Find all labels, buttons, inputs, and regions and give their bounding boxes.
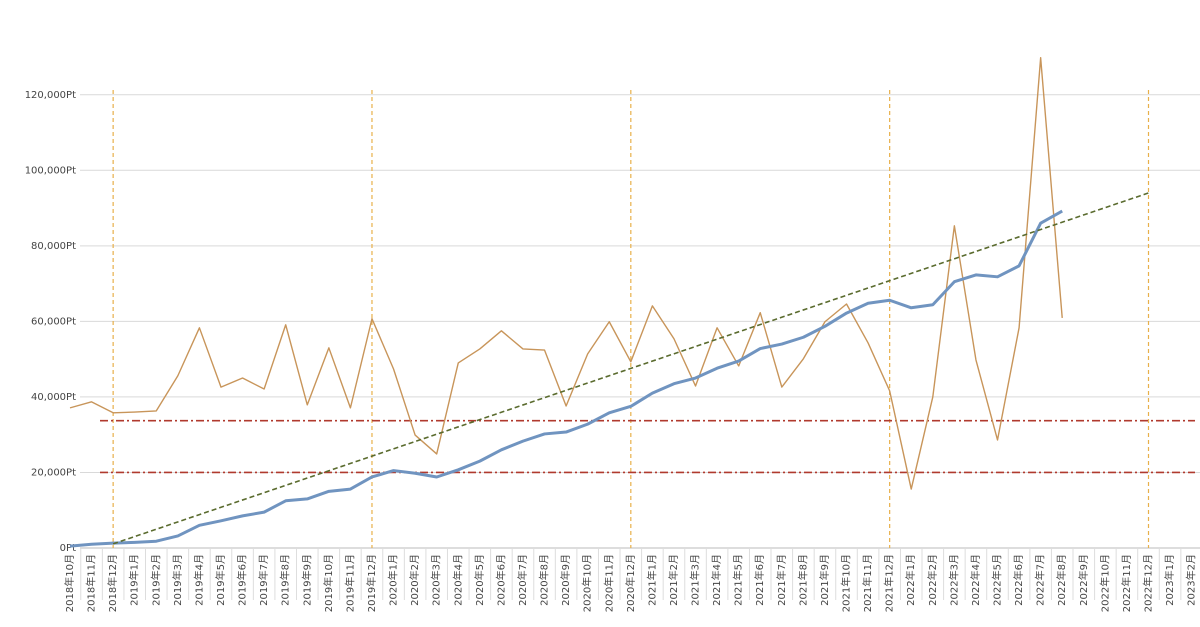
series-line	[69, 57, 1063, 490]
x-tick-label: 2022年7月	[1034, 554, 1047, 606]
x-tick-label: 2021年3月	[689, 554, 702, 606]
series-line	[69, 209, 1063, 548]
y-tick-label: 20,000Pt	[31, 467, 76, 478]
x-tick-label: 2019年7月	[257, 554, 270, 606]
x-tick-label: 2022年4月	[969, 554, 982, 606]
x-tick-label: 2021年8月	[796, 554, 809, 606]
y-tick-label: 40,000Pt	[31, 392, 76, 403]
x-tick-label: 2019年8月	[279, 554, 292, 606]
x-tick-label: 2018年12月	[106, 554, 119, 612]
x-tick-label: 2020年9月	[559, 554, 572, 606]
x-tick-label: 2020年8月	[538, 554, 551, 606]
x-tick-label: 2021年9月	[818, 554, 831, 606]
x-tick-label: 2021年6月	[753, 554, 766, 606]
x-tick-label: 2020年5月	[473, 554, 486, 606]
x-tick-label: 2019年1月	[128, 554, 141, 606]
x-tick-label: 2021年7月	[775, 554, 788, 606]
x-tick-label: 2022年6月	[1012, 554, 1025, 606]
x-tick-label: 2020年10月	[581, 554, 594, 612]
x-tick-label: 2021年12月	[883, 554, 896, 612]
x-tick-label: 2022年3月	[947, 554, 960, 606]
x-tick-label: 2022年9月	[1077, 554, 1090, 606]
y-tick-label: 120,000Pt	[25, 90, 76, 101]
x-tick-label: 2020年6月	[494, 554, 507, 606]
x-tick-label: 2020年3月	[430, 554, 443, 606]
x-tick-label: 2021年11月	[861, 554, 874, 612]
y-tick-label: 100,000Pt	[25, 165, 76, 176]
x-tick-label: 2018年10月	[63, 554, 76, 612]
x-tick-label: 2021年2月	[667, 554, 680, 606]
y-tick-label: 0Pt	[60, 543, 76, 554]
x-tick-label: 2020年1月	[387, 554, 400, 606]
x-tick-label: 2021年4月	[710, 554, 723, 606]
x-tick-label: 2020年4月	[451, 554, 464, 606]
x-tick-label: 2020年12月	[624, 554, 637, 612]
x-tick-label: 2019年2月	[149, 554, 162, 606]
x-tick-label: 2019年5月	[214, 554, 227, 606]
x-tick-label: 2021年5月	[732, 554, 745, 606]
x-tick-label: 2019年3月	[171, 554, 184, 606]
x-tick-label: 2021年1月	[645, 554, 658, 606]
x-tick-label: 2019年9月	[300, 554, 313, 606]
x-tick-label: 2023年1月	[1163, 554, 1176, 606]
x-tick-label: 2019年11月	[343, 554, 356, 612]
x-tick-label: 2022年8月	[1055, 554, 1068, 606]
x-tick-label: 2022年11月	[1120, 554, 1133, 612]
x-tick-label: 2020年11月	[602, 554, 615, 612]
x-tick-label: 2019年6月	[236, 554, 249, 606]
x-tick-label: 2021年10月	[840, 554, 853, 612]
trend-line	[112, 192, 1149, 545]
x-tick-label: 2020年2月	[408, 554, 421, 606]
x-tick-label: 2019年4月	[192, 554, 205, 606]
y-tick-label: 80,000Pt	[31, 241, 76, 252]
x-tick-label: 2022年5月	[991, 554, 1004, 606]
x-tick-label: 2019年10月	[322, 554, 335, 612]
x-tick-label: 2018年11月	[85, 554, 98, 612]
x-tick-label: 2020年7月	[516, 554, 529, 606]
x-tick-label: 2022年12月	[1142, 554, 1155, 612]
x-tick-label: 2022年1月	[904, 554, 917, 606]
x-tick-label: 2022年10月	[1098, 554, 1111, 612]
x-tick-label: 2023年2月	[1185, 554, 1198, 606]
x-tick-label: 2019年12月	[365, 554, 378, 612]
x-tick-label: 2022年2月	[926, 554, 939, 606]
y-tick-label: 60,000Pt	[31, 316, 76, 327]
